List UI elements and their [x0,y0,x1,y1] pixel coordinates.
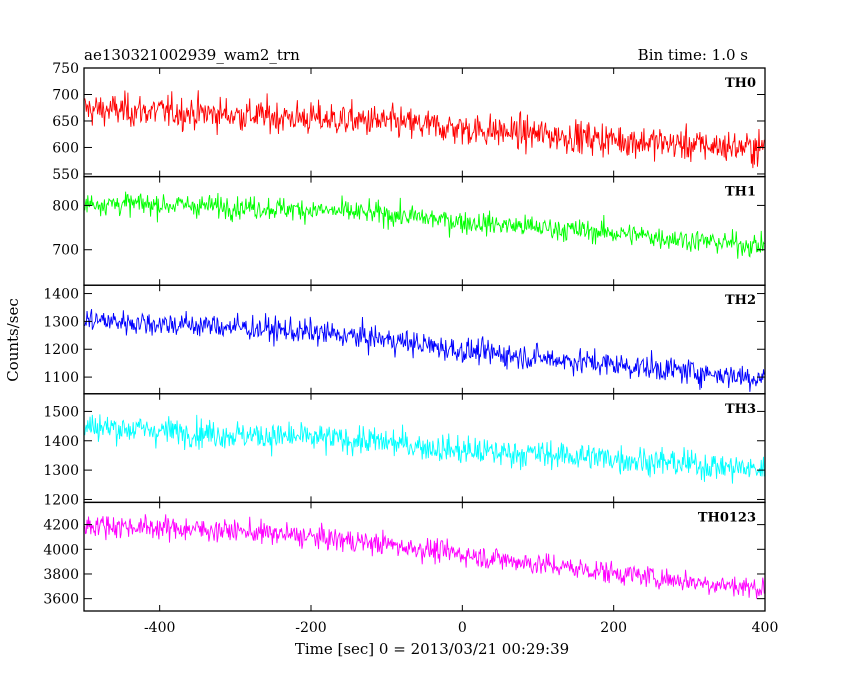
x-tick-label: 200 [600,620,627,636]
y-tick-label: 1200 [43,342,79,358]
y-tick-label: 1300 [43,463,79,479]
panel-label: TH3 [725,402,756,417]
y-tick-label: 1100 [43,370,79,386]
y-tick-label: 1500 [43,404,79,420]
y-tick-label: 1400 [43,434,79,450]
panel-th3: 1200 1300 1400 1500 TH3 [43,393,766,508]
panel-th2: 1100 1200 1300 1400 TH2 [43,284,766,395]
y-tick-label: 4000 [43,542,79,558]
chart-title: ae130321002939_wam2_trn [84,46,300,64]
panel-th0: 550 600 650 700 750 TH0 [52,61,766,183]
y-tick-label: 700 [52,243,79,259]
y-tick-label: 3600 [43,592,79,608]
y-tick-label: 650 [52,114,79,130]
y-tick-label: 750 [52,61,79,77]
y-tick-label: 550 [52,167,79,183]
y-axis-label: Counts/sec [4,298,22,382]
y-tick-label: 3800 [43,567,79,583]
x-tick-label: 400 [752,620,779,636]
y-tick-label: 600 [52,140,79,156]
series-line-th0 [84,90,765,169]
y-tick-label: 1200 [43,492,79,508]
x-tick-label: -400 [144,620,175,636]
panels-group: 550600650700750TH0700800TH11100120013001… [43,61,778,636]
series-line-th0123 [84,514,765,599]
y-tick-label: 1300 [43,314,79,330]
panel-label: TH2 [725,293,756,308]
series-line-th1 [84,191,765,259]
bin-time-label: Bin time: 1.0 s [638,46,748,64]
series-line-th2 [84,308,765,392]
y-tick-label: 4200 [43,518,79,534]
series-line-th3 [84,414,765,484]
panel-label: TH0 [725,76,756,91]
x-axis-label: Time [sec] 0 = 2013/03/21 00:29:39 [295,640,569,658]
x-tick-label: 0 [458,620,467,636]
panel-frame [83,175,766,286]
panel-th0123: 3600 3800 4000 4200 TH0123 [43,501,766,612]
y-tick-label: 1400 [43,287,79,303]
y-tick-label: 800 [52,198,79,214]
x-tick-label: -200 [295,620,326,636]
panel-label: TH0123 [698,510,756,525]
y-tick-label: 700 [52,87,79,103]
panel-th1: 700 800 TH1 [52,175,766,286]
panel-frame [83,501,766,612]
panel-label: TH1 [725,185,756,200]
